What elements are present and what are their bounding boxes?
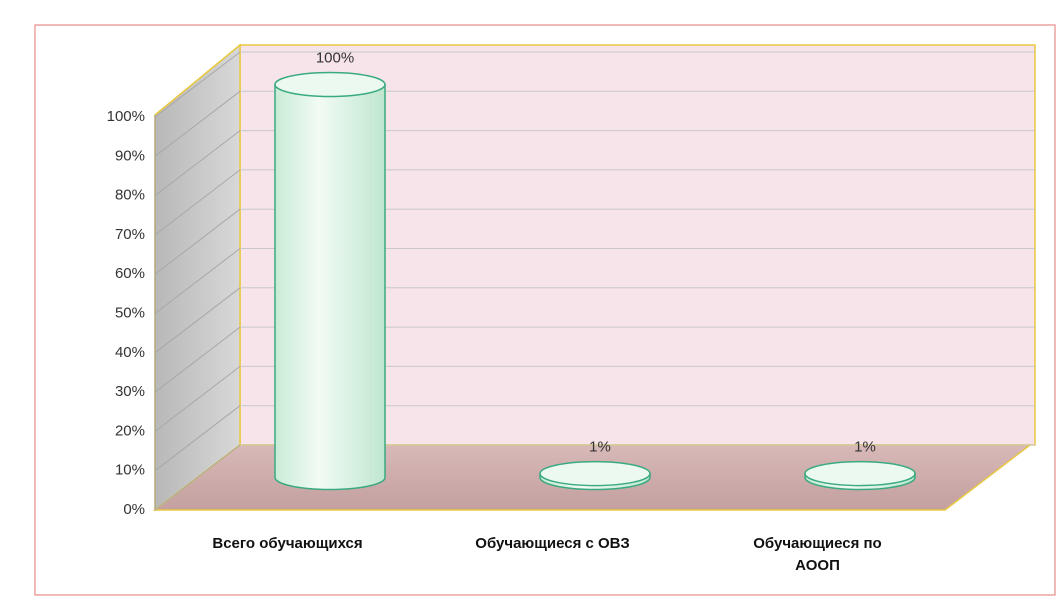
x-tick-label: Обучающиеся по АООП	[753, 535, 882, 574]
data-label: 1%	[589, 439, 611, 456]
bar-top	[274, 71, 386, 98]
y-tick-label: 80%	[115, 187, 145, 204]
grid-line	[154, 208, 241, 275]
x-tick-label: Всего обучающихся	[212, 535, 363, 552]
bar-top	[539, 460, 651, 487]
y-tick-label: 30%	[115, 383, 145, 400]
grid-line	[154, 287, 241, 354]
grid-line	[154, 326, 241, 393]
grid-line	[154, 444, 241, 511]
side-wall	[154, 43, 241, 512]
y-tick-label: 50%	[115, 304, 145, 321]
y-tick-label: 40%	[115, 344, 145, 361]
y-tick-label: 20%	[115, 422, 145, 439]
bar	[274, 83, 386, 491]
y-tick-label: 70%	[115, 226, 145, 243]
y-tick-label: 0%	[123, 501, 145, 518]
data-label: 100%	[316, 49, 354, 66]
grid-line	[154, 169, 241, 236]
y-tick-label: 90%	[115, 147, 145, 164]
grid-line	[154, 248, 241, 314]
data-label: 1%	[854, 439, 876, 456]
grid-line	[154, 366, 241, 432]
grid-line	[154, 51, 241, 118]
y-tick-label: 10%	[115, 462, 145, 479]
x-tick-label: Обучающиеся с ОВЗ	[475, 535, 630, 552]
bar-top	[804, 460, 916, 487]
y-tick-label: 60%	[115, 265, 145, 282]
grid-line	[154, 405, 241, 472]
y-tick-label: 100%	[107, 108, 145, 125]
grid-line	[154, 130, 241, 196]
grid-line	[154, 90, 241, 157]
